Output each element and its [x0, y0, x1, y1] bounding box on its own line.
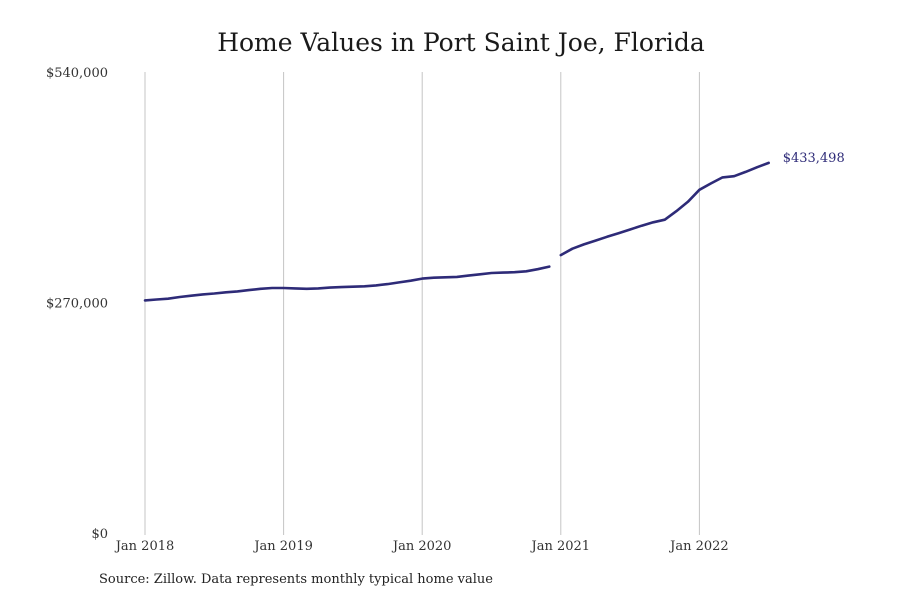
x-tick-label: Jan 2022	[668, 539, 729, 554]
y-tick-label: $0	[91, 527, 108, 542]
y-axis-ticks: $0 $270,000 $540,000	[46, 66, 108, 542]
data-labels: $433,498	[783, 151, 845, 166]
series-line-segment-1	[559, 161, 770, 257]
x-tick-label: Jan 2019	[252, 539, 313, 554]
x-tick-label: Jan 2021	[530, 539, 591, 554]
source-note: Source: Zillow. Data represents monthly …	[99, 572, 493, 587]
series-line-segment-0	[143, 265, 551, 302]
y-tick-label: $540,000	[46, 66, 108, 81]
x-tick-label: Jan 2018	[114, 539, 175, 554]
chart-title: Home Values in Port Saint Joe, Florida	[217, 28, 705, 57]
y-tick-label: $270,000	[46, 297, 108, 312]
gridlines	[144, 72, 700, 535]
x-axis-ticks: Jan 2018 Jan 2019 Jan 2020 Jan 2021 Jan 2022	[114, 539, 729, 554]
x-tick-label: Jan 2020	[391, 539, 452, 554]
series-lines	[143, 161, 770, 302]
end-value-label: $433,498	[783, 151, 845, 166]
